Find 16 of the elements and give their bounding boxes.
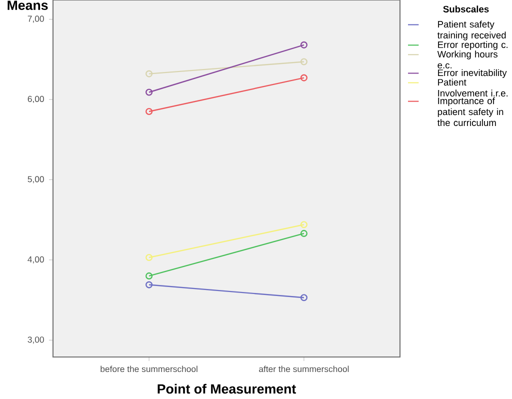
x-axis-title: Point of Measurement [158,384,296,394]
y-tick-label: 5,00 [28,176,44,184]
legend-label: Working hours e.c. [437,50,498,68]
y-tick-label: 4,00 [28,256,44,264]
y-axis-title: Means [8,0,48,10]
y-tick-label: 3,00 [28,336,44,344]
x-tick-label: before the summerschool [100,366,198,372]
legend-label: Importance of patient safety in the curriculum [437,97,504,126]
legend-title: Subscales [443,6,489,12]
legend-label: Patient safety training received [437,20,506,40]
y-tick-label: 7,00 [28,16,44,23]
y-tick-label: 6,00 [28,96,44,104]
x-tick-label: after the summerschool [259,366,349,372]
legend-label: Error reporting c. [438,41,508,50]
legend-label: Patient Involvement i.r.e. [438,78,508,97]
legend-label: Error inevitability [438,69,507,78]
